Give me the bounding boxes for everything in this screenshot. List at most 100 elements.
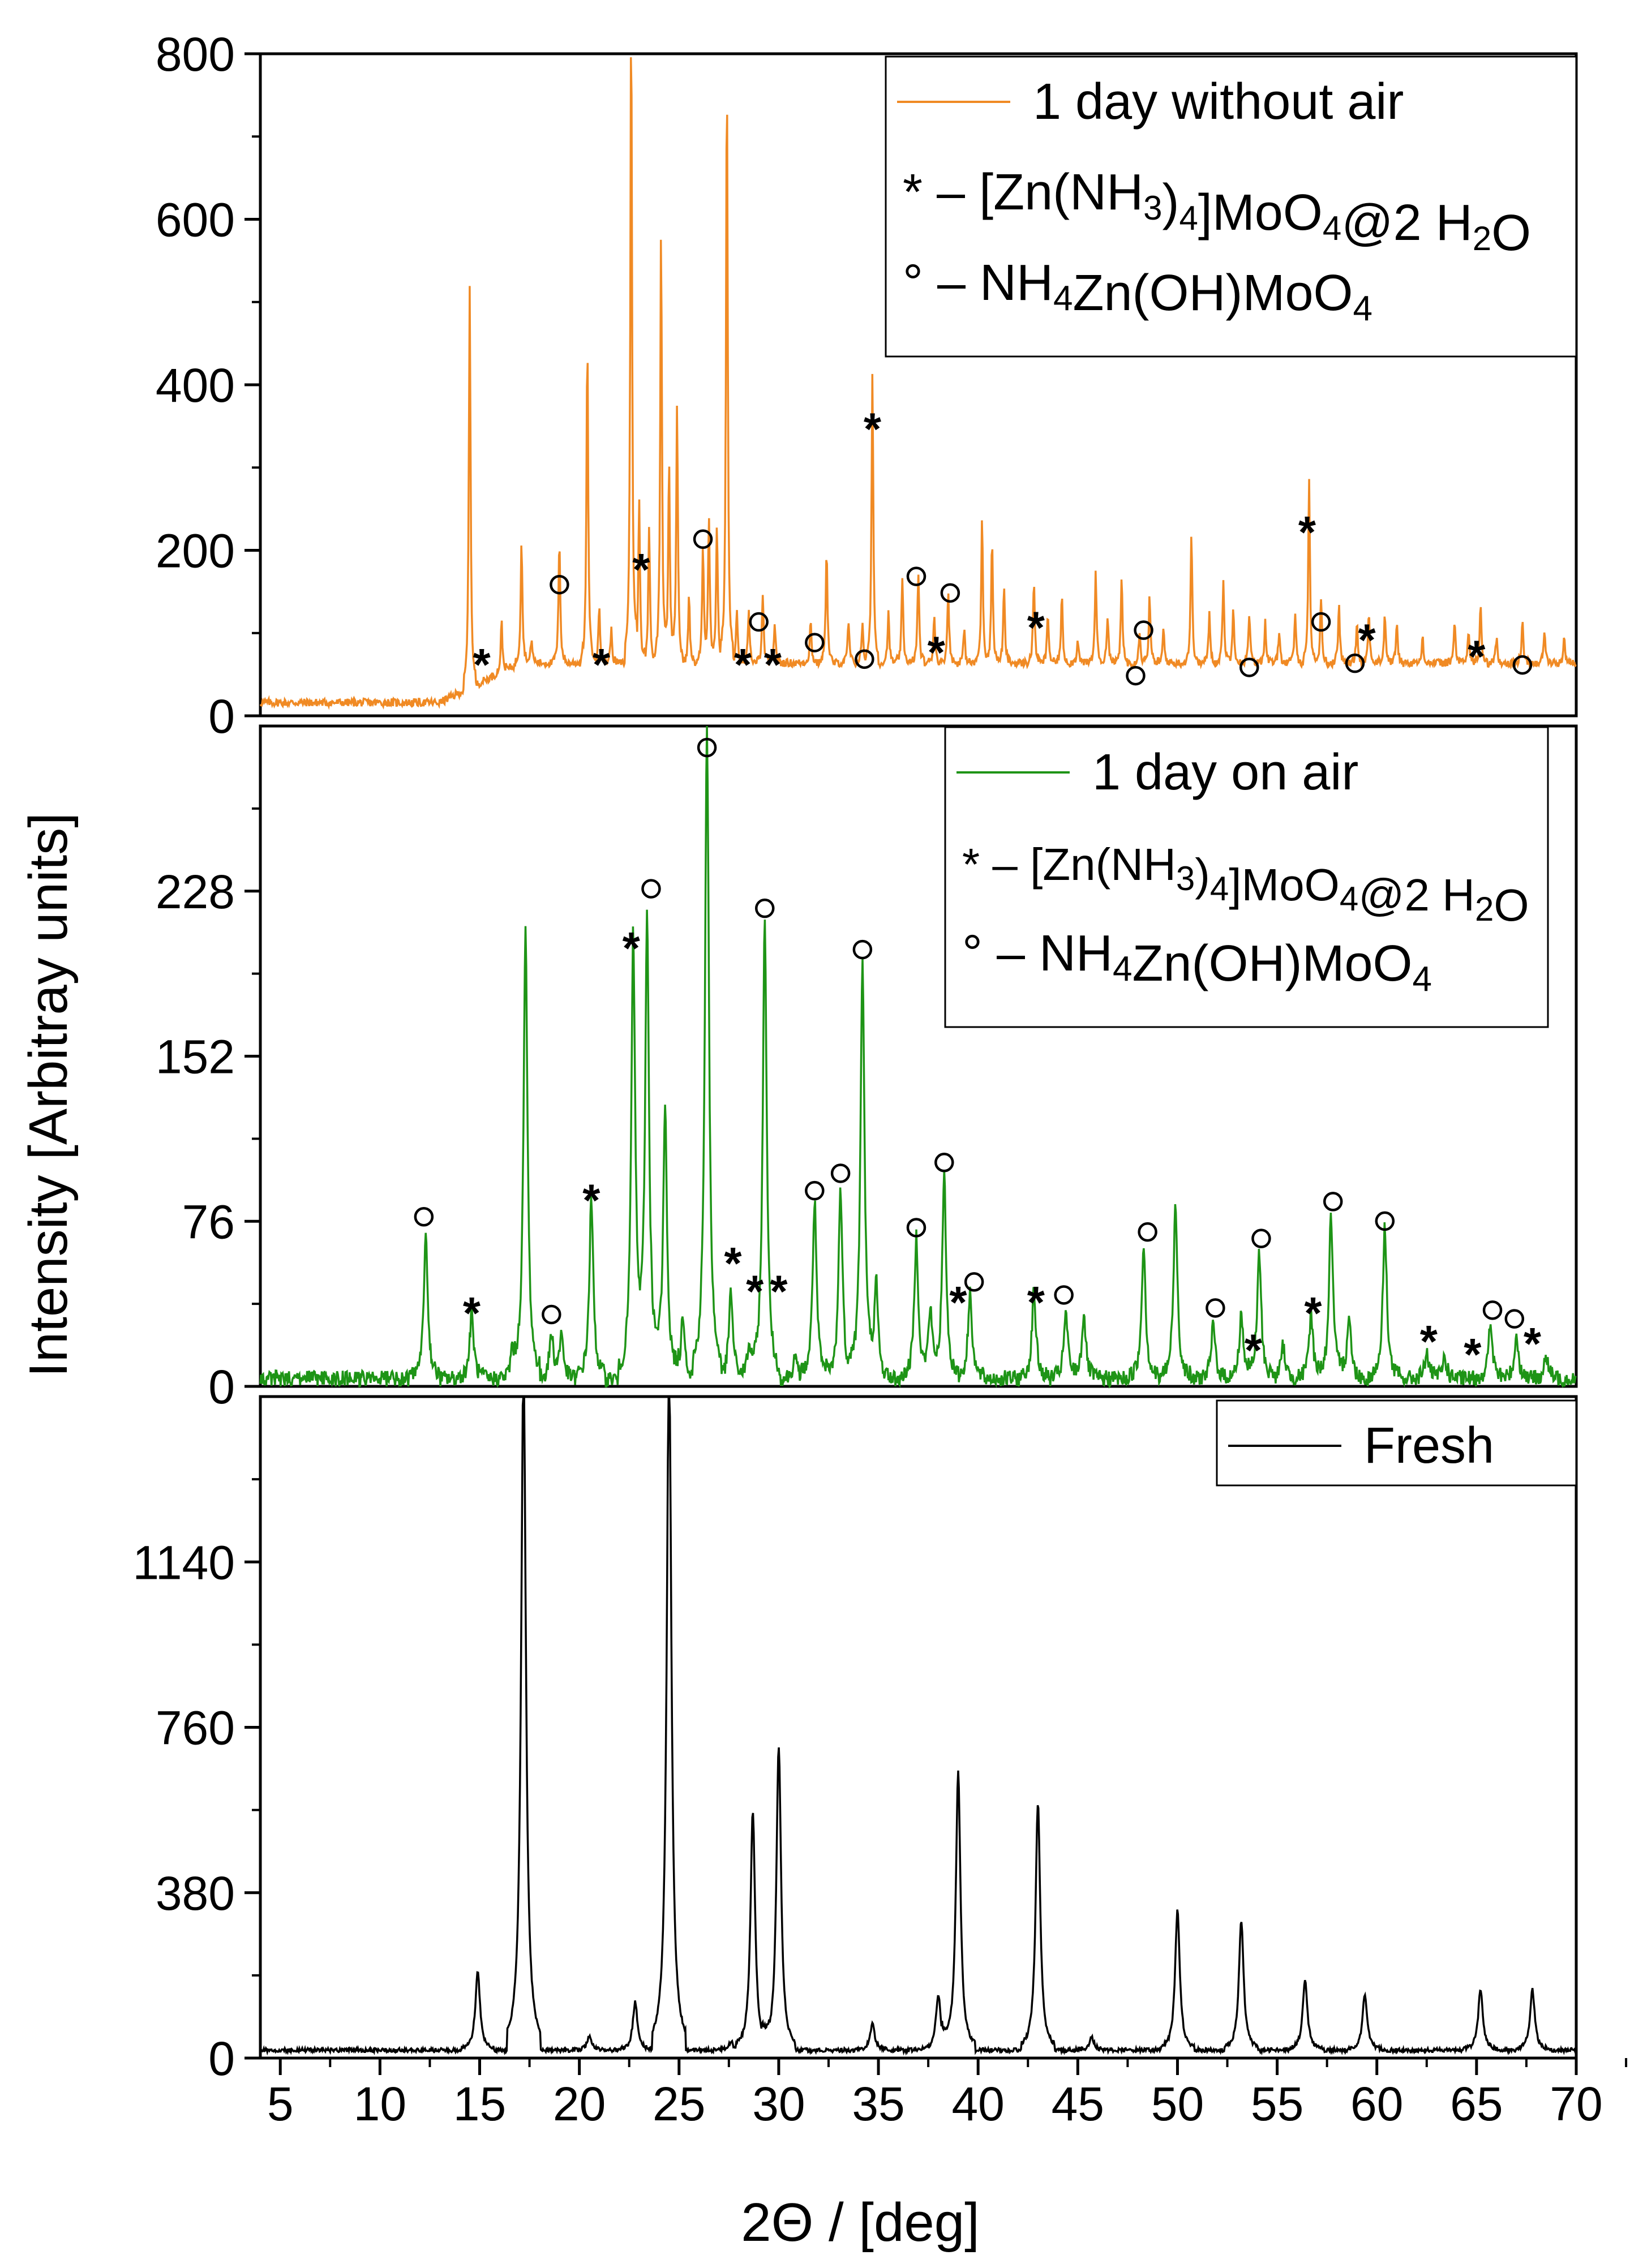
- x-tick-label: 60: [1350, 2077, 1403, 2130]
- legend-1: 1 day on air * – [Zn(NH3)4]MoO4@2 H2O° – …: [944, 726, 1549, 1028]
- star-marker: *: [1468, 632, 1486, 682]
- x-tick-label: 70: [1550, 2077, 1602, 2130]
- circle-marker: [1134, 620, 1153, 640]
- circle-marker: [940, 583, 960, 603]
- circle-marker: [830, 1163, 851, 1183]
- y-axis-title: Intensity [Arbitray units]: [18, 813, 79, 1377]
- star-marker: *: [1245, 1325, 1263, 1375]
- y-tick-label: 0: [208, 690, 235, 743]
- star-marker: *: [949, 1277, 967, 1328]
- circle-marker: [414, 1207, 434, 1227]
- x-tick-label: 30: [752, 2077, 805, 2130]
- circle-marker: [550, 574, 569, 595]
- x-tick-label: 50: [1151, 2077, 1204, 2130]
- y-tick-label: 152: [156, 1030, 235, 1084]
- x-tick-label: 10: [354, 2077, 406, 2130]
- legend-series-label: 1 day on air: [1092, 744, 1358, 801]
- x-tick-label: 5: [267, 2077, 294, 2130]
- circle-marker: [906, 1218, 926, 1238]
- star-marker: *: [1420, 1316, 1438, 1367]
- legend-circle-label: ° – NH4Zn(OH)MoO4: [962, 925, 1432, 999]
- star-marker: *: [746, 1266, 764, 1317]
- star-marker: *: [632, 544, 650, 595]
- circle-marker: [697, 737, 717, 758]
- x-tick-label: 40: [951, 2077, 1004, 2130]
- legend-box: [944, 726, 1549, 1028]
- circle-marker: [1126, 665, 1146, 686]
- circle-marker: [934, 1153, 954, 1172]
- legend-series-label: Fresh: [1364, 1418, 1494, 1474]
- star-marker: *: [770, 1266, 788, 1317]
- star-marker: *: [1298, 507, 1316, 557]
- x-tick-label: 35: [852, 2077, 904, 2130]
- star-marker: *: [623, 923, 641, 973]
- star-marker: *: [1304, 1288, 1322, 1338]
- circle-marker: [1504, 1309, 1525, 1329]
- legend-series-label: 1 day without air: [1033, 74, 1404, 130]
- circle-marker: [805, 633, 825, 652]
- circle-marker: [1054, 1285, 1074, 1305]
- circle-marker: [1482, 1300, 1503, 1320]
- circle-marker: [1345, 653, 1365, 673]
- star-marker: *: [463, 1288, 481, 1338]
- circle-marker: [641, 879, 661, 899]
- x-tick-label: 55: [1251, 2077, 1303, 2130]
- x-tick-label: 20: [553, 2077, 606, 2130]
- star-marker: *: [864, 403, 882, 454]
- legend-box: [885, 55, 1577, 358]
- series-line: [259, 57, 1577, 710]
- x-tick-label: 45: [1052, 2077, 1104, 2130]
- x-tick-label: 15: [453, 2077, 506, 2130]
- y-tick-label: 76: [182, 1195, 235, 1248]
- circle-marker: [855, 649, 874, 669]
- y-tick-label: 800: [156, 28, 235, 81]
- y-tick-label: 0: [208, 2032, 235, 2085]
- circle-marker: [1138, 1222, 1157, 1242]
- y-tick-label: 760: [156, 1702, 235, 1755]
- x-axis-title: 2Θ / [deg]: [741, 2192, 980, 2253]
- star-marker: *: [1464, 1329, 1482, 1380]
- x-axis: 5 10 15 20 25 30 35 40 45 50 55 60 65 70: [267, 2058, 1628, 2130]
- legend-star-label: * – [Zn(NH3)4]MoO4@2 H2O: [903, 164, 1531, 261]
- y-tick-label: 0: [208, 1360, 235, 1414]
- circle-marker: [1206, 1298, 1225, 1318]
- star-marker: *: [724, 1238, 742, 1288]
- circle-marker: [805, 1180, 825, 1201]
- circle-marker: [906, 566, 926, 586]
- legend-star-label: * – [Zn(NH3)4]MoO4@2 H2O: [962, 839, 1529, 930]
- circle-marker: [1375, 1211, 1395, 1231]
- circle-marker: [852, 939, 873, 960]
- y-tick-label: 600: [156, 194, 235, 247]
- y-tick-label: 1140: [132, 1536, 235, 1589]
- series-line: [259, 1395, 1577, 2056]
- star-marker: *: [734, 639, 752, 690]
- circle-marker: [1323, 1192, 1343, 1212]
- legend-0: 1 day without air * – [Zn(NH3)4]MoO4@2 H2…: [885, 55, 1577, 358]
- y-tick-label: 380: [156, 1867, 235, 1920]
- panel-frame: [259, 1395, 1578, 2060]
- y-tick-label: 400: [156, 359, 235, 412]
- x-tick-label: 65: [1450, 2077, 1503, 2130]
- series-line: [259, 725, 1577, 1389]
- star-marker: *: [593, 639, 611, 690]
- star-marker: *: [1027, 1277, 1045, 1328]
- star-marker: *: [1027, 602, 1045, 652]
- circle-marker: [755, 898, 775, 918]
- circle-marker: [693, 529, 713, 549]
- legend-2: Fresh: [1216, 1399, 1577, 1487]
- panel-2: 0 380 760 1140 Fresh: [132, 1395, 1578, 2085]
- circle-marker: [964, 1272, 984, 1292]
- legend-circle-label: ° – NH4Zn(OH)MoO4: [903, 255, 1372, 328]
- star-marker: *: [1524, 1318, 1542, 1369]
- y-tick-label: 228: [156, 865, 235, 918]
- circle-marker: [542, 1304, 561, 1325]
- y-tick-label: 200: [156, 525, 235, 578]
- star-marker: *: [473, 639, 491, 690]
- circle-marker: [749, 612, 769, 632]
- star-marker: *: [582, 1175, 600, 1226]
- star-marker: *: [764, 639, 782, 690]
